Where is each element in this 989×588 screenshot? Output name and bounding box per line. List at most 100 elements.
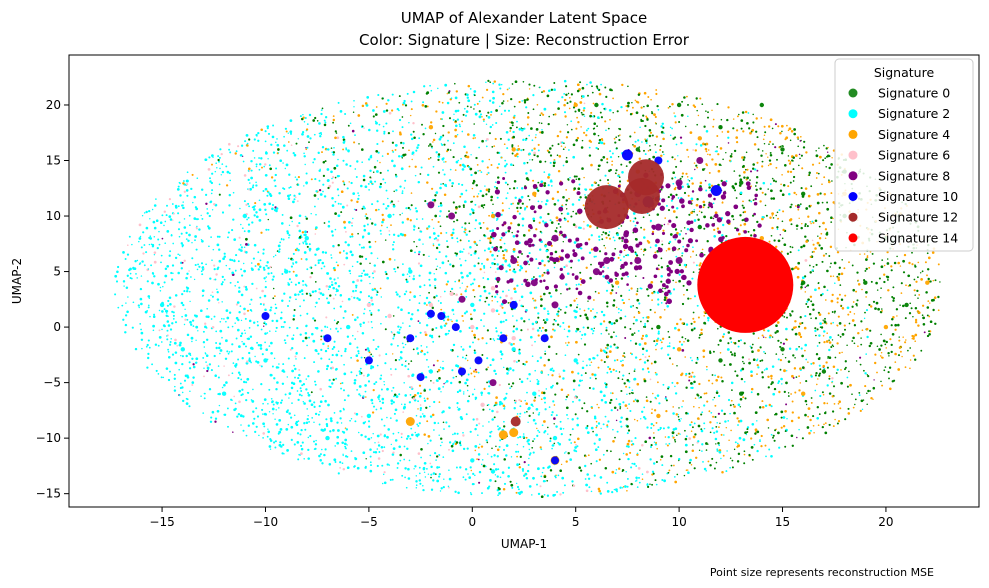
cloud-point <box>609 118 611 121</box>
cloud-point <box>298 214 302 218</box>
cloud-point <box>300 258 303 260</box>
cloud-point <box>190 276 192 278</box>
cloud-point <box>784 445 787 448</box>
cloud-point <box>422 488 425 492</box>
cloud-point <box>323 265 326 268</box>
cloud-point <box>722 333 726 336</box>
cloud-point <box>641 410 644 413</box>
cloud-point <box>382 178 385 181</box>
cloud-point <box>937 295 940 299</box>
cloud-point <box>218 248 221 251</box>
cloud-point <box>235 303 239 306</box>
cloud-point <box>281 299 284 302</box>
cloud-point <box>588 386 591 390</box>
cloud-point <box>440 437 443 440</box>
cloud-point <box>820 247 824 250</box>
cloud-point <box>340 190 344 194</box>
cloud-point <box>384 270 387 274</box>
cloud-point <box>424 127 427 130</box>
cloud-point <box>585 266 588 269</box>
cloud-point <box>183 190 186 193</box>
cloud-point <box>417 452 421 455</box>
cloud-point <box>801 354 804 358</box>
cloud-point <box>454 490 457 493</box>
cloud-point <box>714 163 718 166</box>
cloud-point <box>206 369 209 373</box>
cloud-point <box>489 431 492 434</box>
cloud-point <box>630 466 633 469</box>
cloud-point <box>782 424 786 428</box>
cloud-point <box>577 372 580 375</box>
cloud-point <box>368 240 371 244</box>
cloud-point <box>818 334 821 337</box>
cloud-point <box>270 272 273 275</box>
cloud-point <box>373 270 376 273</box>
cloud-point <box>342 316 345 319</box>
cloud-point <box>874 353 877 356</box>
cloud-point <box>527 464 530 466</box>
cloud-point <box>368 351 371 354</box>
cloud-point <box>451 264 455 268</box>
cloud-point <box>438 376 441 380</box>
cloud-point <box>703 203 706 207</box>
cloud-point <box>356 389 358 391</box>
cloud-point <box>415 414 418 417</box>
cloud-point <box>510 163 513 166</box>
cloud-point <box>897 368 901 371</box>
cloud-point <box>271 207 274 211</box>
cloud-point <box>433 278 437 281</box>
cloud-point <box>581 139 584 142</box>
cloud-point <box>590 234 593 237</box>
cloud-point <box>586 83 588 86</box>
cloud-point <box>331 382 334 385</box>
cloud-point <box>188 405 191 408</box>
cloud-point <box>306 344 308 347</box>
cloud-point <box>468 230 471 233</box>
cloud-point <box>493 454 496 457</box>
cloud-point <box>597 292 600 295</box>
cloud-point <box>158 309 161 312</box>
cloud-point <box>283 292 286 295</box>
cloud-point <box>590 406 594 410</box>
cloud-point <box>779 358 783 362</box>
cloud-point <box>549 154 553 157</box>
cloud-point <box>435 246 439 250</box>
cloud-point <box>803 326 807 330</box>
cloud-point <box>498 383 501 387</box>
cloud-point <box>526 328 529 331</box>
cloud-point <box>615 277 617 280</box>
cloud-point <box>871 252 874 255</box>
cloud-point <box>497 176 500 179</box>
cloud-point <box>784 430 787 433</box>
cloud-point <box>190 336 194 340</box>
cloud-point <box>763 125 766 128</box>
cloud-point <box>812 308 815 311</box>
cloud-point <box>525 360 528 364</box>
cloud-point <box>712 398 714 401</box>
cloud-point <box>547 358 550 362</box>
cloud-point <box>817 287 821 290</box>
cloud-point <box>614 436 616 439</box>
cloud-point <box>515 327 519 331</box>
cloud-point <box>876 371 878 374</box>
cloud-point <box>641 478 644 480</box>
cloud-point <box>552 369 555 372</box>
cloud-point <box>778 446 781 449</box>
cloud-point <box>537 181 540 184</box>
cloud-point <box>206 307 209 310</box>
cloud-point <box>281 273 284 275</box>
cloud-point <box>521 202 524 205</box>
cloud-point <box>460 293 463 296</box>
cloud-point <box>489 338 492 340</box>
cloud-point <box>152 329 155 332</box>
cloud-point <box>413 394 417 397</box>
cloud-point <box>830 221 833 223</box>
cloud-point <box>704 147 708 151</box>
cloud-point <box>675 281 677 284</box>
cloud-point <box>672 210 676 213</box>
cloud-point <box>183 323 186 326</box>
cloud-point <box>457 491 460 495</box>
cloud-point <box>774 412 778 416</box>
cloud-point <box>306 312 309 315</box>
cloud-point <box>369 282 371 285</box>
